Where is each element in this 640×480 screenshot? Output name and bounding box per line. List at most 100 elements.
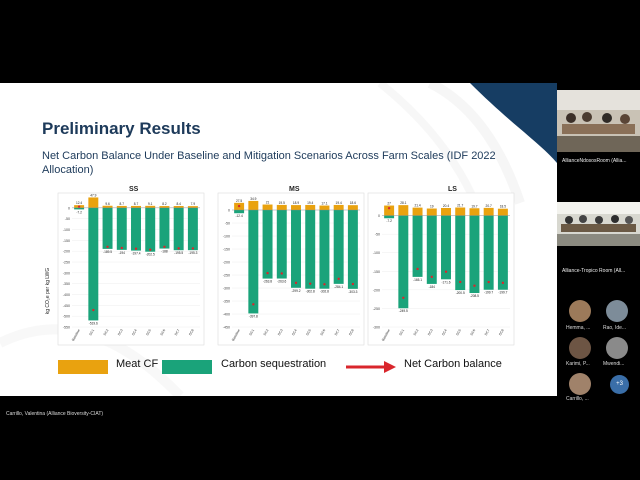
meat-cf-bar: [187, 206, 198, 208]
participant-avatar-2[interactable]: [606, 300, 628, 322]
net-balance-point: [416, 267, 419, 271]
category-label: SC4: [131, 328, 138, 336]
y-tick-label: 0: [228, 209, 230, 213]
room1-video: [557, 90, 640, 152]
net-balance-point: [351, 282, 355, 286]
meat-cf-bar: [248, 200, 259, 210]
chart-title-ms: MS: [289, 186, 300, 193]
more-participants-button[interactable]: +3: [610, 375, 629, 394]
net-balance-point: [92, 308, 95, 312]
net-balance-point: [294, 281, 298, 285]
participant-avatar-4[interactable]: [606, 337, 628, 359]
sequestration-bar: [455, 215, 466, 291]
y-tick-label: -150: [223, 248, 230, 252]
meat-cf-label: 19.4: [307, 201, 313, 205]
meat-cf-bar: [116, 205, 127, 208]
participant-avatar-1[interactable]: [569, 300, 591, 322]
category-label: Baseline: [71, 328, 81, 341]
meat-cf-label: 8.4: [176, 202, 181, 206]
participant-avatar-3[interactable]: [569, 337, 591, 359]
sequestration-bar: [248, 210, 259, 314]
sequestration-bar: [116, 207, 127, 250]
meat-cf-label: 19.5: [279, 201, 285, 205]
sequestration-label: -200.5: [456, 291, 465, 295]
corner-logo-shape: [470, 83, 557, 163]
net-balance-point: [444, 270, 448, 273]
participant-avatar-5[interactable]: [569, 373, 591, 395]
meat-cf-bar: [319, 205, 330, 210]
video-tile-room1[interactable]: [557, 90, 640, 152]
participant-name-4: Mwendi...: [603, 361, 625, 367]
category-label: SC8: [498, 328, 505, 336]
category-label: SC4: [291, 328, 298, 336]
sequestration-label: -12.4: [235, 214, 242, 218]
sequestration-label: -303.3: [348, 290, 357, 294]
sequestration-bar: [276, 210, 287, 279]
sequestration-label: -302.8: [306, 290, 315, 294]
meat-cf-label: 28.1: [400, 201, 406, 205]
meat-cf-bar: [291, 205, 301, 210]
meat-cf-bar: [305, 204, 316, 210]
net-balance-point: [280, 272, 283, 275]
meat-cf-label: 12.4: [76, 201, 82, 205]
meat-cf-bar: [173, 206, 184, 208]
net-balance-point: [120, 246, 123, 250]
sequestration-label: -195.3: [188, 251, 197, 255]
sequestration-bar: [74, 207, 85, 210]
legend-arrow-net-balance: [346, 361, 396, 373]
meat-cf-bar: [276, 204, 287, 210]
y-tick-label: -250: [373, 307, 380, 311]
sequestration-label: -7.2: [76, 210, 82, 214]
sequestration-label: -208.5: [470, 294, 479, 298]
y-tick-label: -250: [63, 261, 70, 265]
meat-cf-bar: [102, 205, 113, 208]
meat-cf-bar: [426, 208, 437, 216]
sequestration-label: -171.6: [441, 280, 450, 284]
video-tile-room2[interactable]: [557, 202, 640, 246]
meat-cf-bar: [333, 204, 344, 210]
meat-cf-label: 47.9: [90, 193, 96, 197]
sequestration-label: -263.6: [277, 280, 286, 284]
sequestration-label: -202.5: [146, 253, 155, 257]
sequestration-bar: [291, 210, 301, 288]
sequestration-label: -7.2: [386, 219, 392, 223]
net-balance-point: [323, 283, 326, 286]
meat-cf-bar: [145, 205, 156, 208]
net-balance-point: [337, 277, 340, 281]
sequestration-label: -284.1: [334, 285, 343, 289]
room2-label: Alliance-Tropico Room (All...: [562, 268, 626, 274]
meat-cf-bar: [441, 207, 451, 216]
category-label: SC8: [348, 328, 355, 336]
chart-title-ls: LS: [448, 186, 457, 193]
net-balance-point: [191, 247, 195, 250]
sequestration-label: -299.2: [291, 289, 300, 293]
sequestration-bar: [102, 207, 113, 249]
sequestration-bar: [483, 215, 494, 290]
net-balance-point: [387, 207, 391, 210]
meat-cf-bar: [412, 207, 423, 216]
meat-cf-label: 7.9: [191, 202, 196, 206]
meat-cf-label: 8.7: [120, 202, 125, 206]
sequestration-bar: [88, 207, 99, 321]
sequestration-bar: [173, 207, 184, 251]
net-balance-point: [473, 284, 476, 287]
sequestration-bar: [333, 210, 344, 284]
category-label: SC6: [160, 328, 167, 336]
meat-cf-label: 8.2: [162, 202, 167, 206]
meat-cf-label: 17.1: [321, 202, 327, 206]
sequestration-bar: [187, 207, 198, 251]
y-tick-label: -50: [375, 233, 380, 237]
y-tick-label: -500: [63, 315, 70, 319]
sequestration-bar: [319, 210, 330, 289]
meat-cf-label: 9.6: [105, 202, 110, 206]
category-label: SC3: [427, 328, 434, 336]
meat-cf-label: 19: [430, 205, 434, 209]
y-tick-label: -200: [63, 250, 70, 254]
y-tick-label: -150: [63, 239, 70, 243]
meat-cf-label: 34.9: [250, 197, 256, 201]
category-label: SC1: [248, 328, 255, 336]
participant-name-1: Hemma, ...: [566, 325, 591, 331]
category-label: Baseline: [231, 328, 241, 341]
y-tick-label: -100: [223, 235, 230, 239]
category-label: SC2: [103, 328, 110, 336]
